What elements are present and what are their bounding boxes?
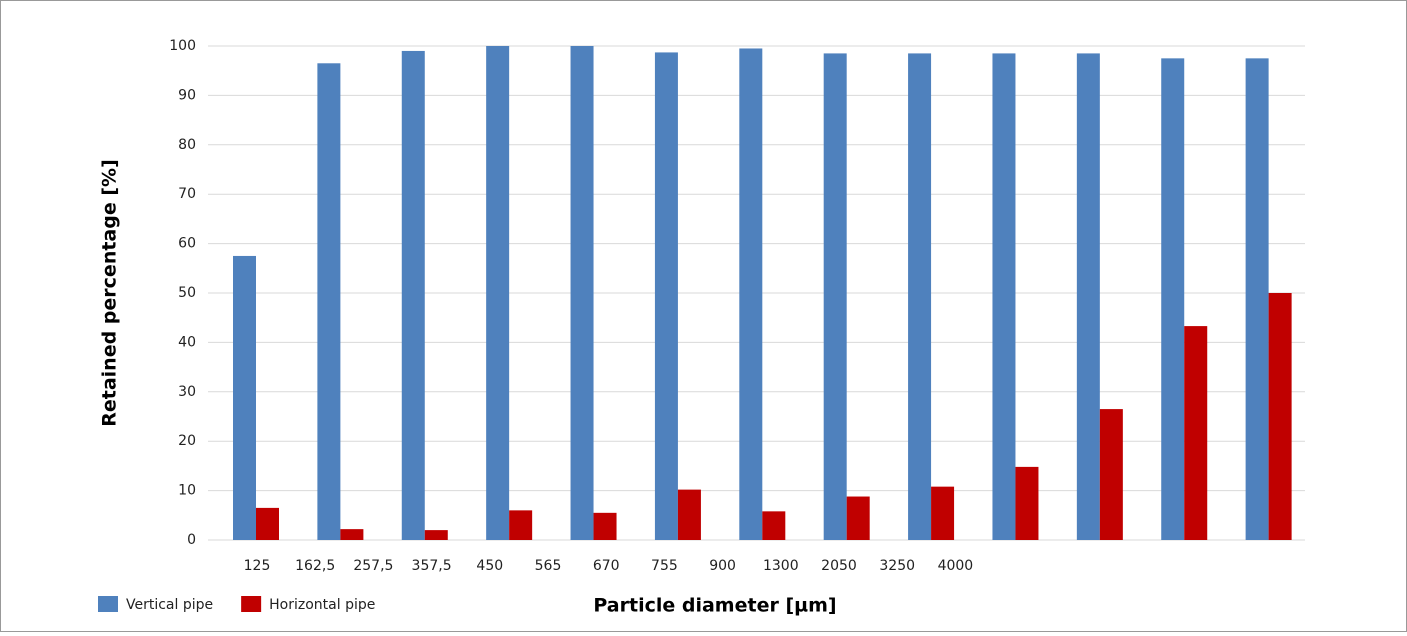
bar (762, 511, 786, 540)
bar (593, 512, 617, 540)
bar (1245, 58, 1269, 540)
bar (256, 507, 279, 540)
bar (908, 53, 932, 540)
bar (1268, 293, 1292, 540)
bar (486, 46, 510, 540)
bar (739, 48, 763, 540)
bar (677, 489, 701, 540)
y-tick-label: 80 (178, 137, 196, 153)
bar (317, 63, 341, 540)
y-tick-label: 10 (178, 483, 196, 499)
x-tick-label: 162,5 (295, 558, 335, 574)
bar (931, 486, 955, 540)
x-tick-label: 2050 (821, 558, 857, 574)
x-tick-label: 565 (535, 558, 562, 574)
bar (401, 50, 425, 540)
bar (1161, 58, 1185, 540)
bar (570, 46, 594, 540)
x-tick-label: 450 (476, 558, 503, 574)
bar (1184, 326, 1208, 540)
x-tick-label: 357,5 (412, 558, 452, 574)
bar (424, 530, 448, 540)
bar (233, 255, 256, 540)
y-tick-label: 20 (178, 433, 196, 449)
x-tick-label: 257,5 (353, 558, 393, 574)
bar (1099, 409, 1123, 540)
x-tick-label: 755 (651, 558, 678, 574)
bar (1015, 466, 1039, 540)
legend-label: Horizontal pipe (269, 597, 375, 613)
y-tick-label: 40 (178, 334, 196, 350)
y-tick-label: 60 (178, 236, 196, 252)
legend-swatch (98, 596, 118, 612)
y-tick-label: 30 (178, 384, 196, 400)
x-tick-label: 4000 (938, 558, 974, 574)
x-tick-label: 3250 (879, 558, 915, 574)
y-tick-label: 70 (178, 186, 196, 202)
y-tick-label: 100 (169, 38, 196, 54)
y-tick-label: 90 (178, 87, 196, 103)
bar (340, 529, 364, 540)
bar (509, 510, 533, 540)
bar (1076, 53, 1100, 540)
x-tick-label: 900 (709, 558, 736, 574)
legend-swatch (241, 596, 262, 612)
x-tick-label: 125 (244, 558, 271, 574)
bar (823, 53, 847, 540)
x-tick-label: 670 (593, 558, 620, 574)
y-tick-label: 0 (187, 532, 196, 548)
y-tick-label: 50 (178, 285, 196, 301)
x-axis-title: Particle diameter [µm] (593, 595, 836, 617)
legend-label: Vertical pipe (126, 597, 213, 613)
bar (992, 53, 1016, 540)
bar (846, 496, 870, 540)
bar (654, 52, 678, 541)
y-axis-title: Retained percentage [%] (99, 159, 121, 427)
x-tick-label: 1300 (763, 558, 799, 574)
